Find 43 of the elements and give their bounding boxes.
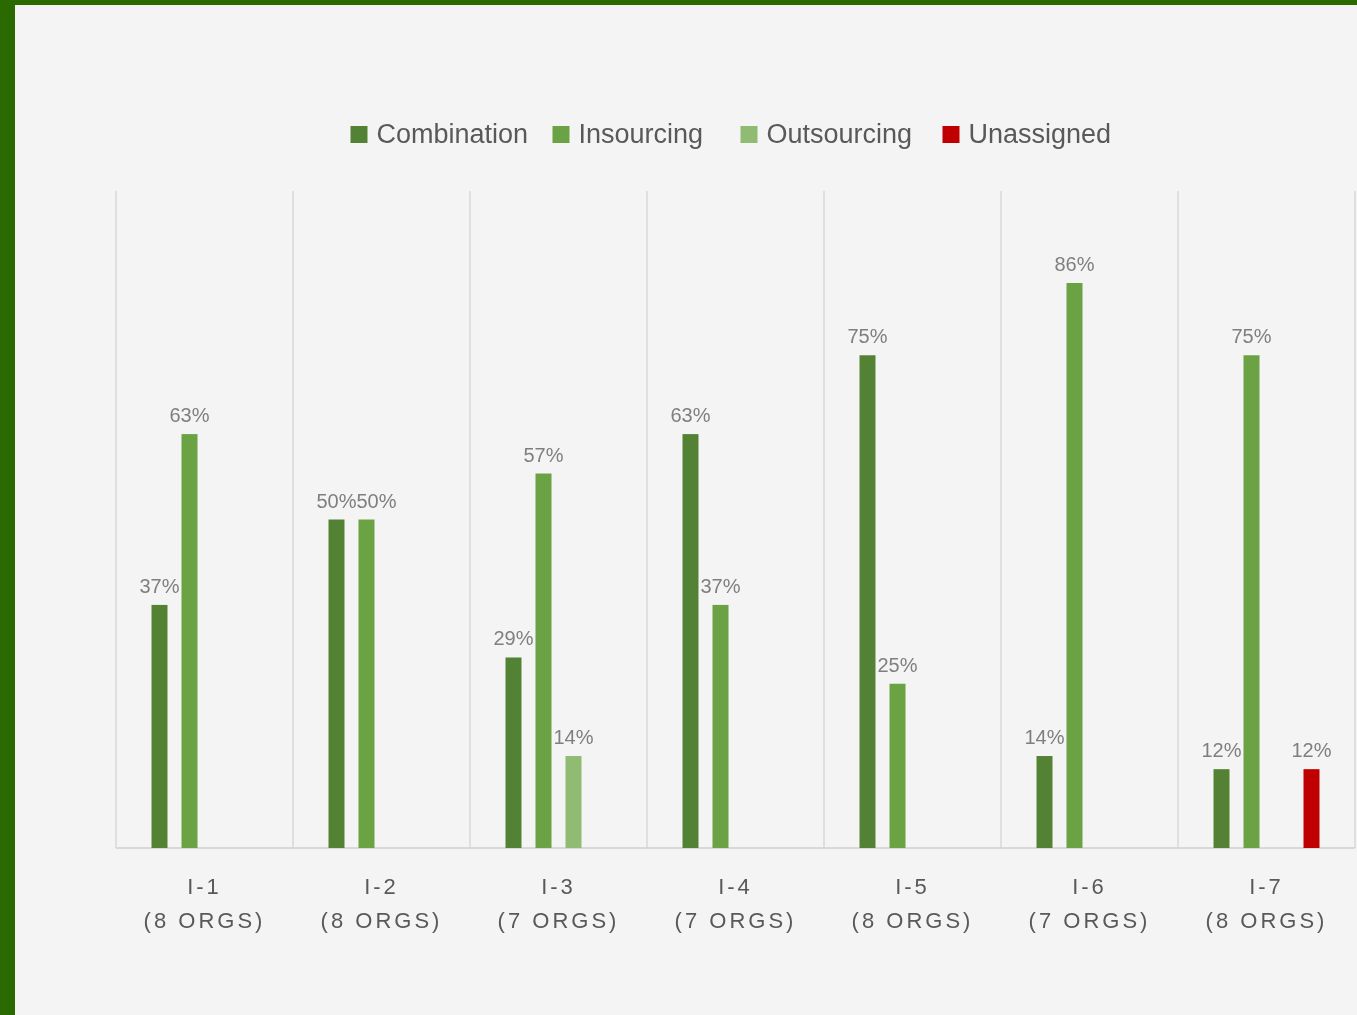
bar (535, 473, 552, 848)
x-tick-label: I-3 (7 ORGS) (497, 874, 620, 933)
data-label: 50% (356, 489, 397, 512)
data-label: 57% (523, 443, 564, 466)
bar (712, 604, 729, 848)
x-tick-label: I-6 (7 ORGS) (1028, 874, 1151, 933)
bar (358, 519, 375, 848)
bar (1213, 769, 1230, 848)
data-label: 75% (1231, 325, 1272, 348)
data-label: 12% (1201, 739, 1242, 762)
data-label: 63% (670, 404, 711, 427)
data-label: 37% (139, 574, 180, 597)
bar (889, 683, 906, 848)
bar (1036, 756, 1053, 848)
x-tick-label: I-5 (8 ORGS) (851, 874, 974, 933)
bar (151, 604, 168, 848)
bar (328, 519, 345, 848)
x-tick-label: I-2 (8 ORGS) (320, 874, 443, 933)
data-label: 12% (1291, 739, 1332, 762)
legend-label: Unassigned (968, 119, 1112, 149)
data-label: 37% (700, 574, 741, 597)
bar (682, 434, 699, 848)
legend-label: Combination (376, 119, 529, 149)
data-label: 25% (877, 653, 918, 676)
data-label: 86% (1054, 253, 1095, 275)
x-tick-label: I-1 (8 ORGS) (143, 874, 266, 933)
data-label: 63% (169, 404, 210, 427)
bar (565, 756, 582, 848)
data-label: 14% (1024, 726, 1065, 749)
bar (859, 355, 876, 848)
bar (181, 434, 198, 848)
legend-label: Insourcing (578, 119, 704, 149)
bar (1066, 283, 1083, 848)
data-label: 50% (316, 489, 357, 512)
data-label: 14% (553, 726, 594, 749)
data-label: 75% (847, 325, 888, 348)
bar (505, 657, 522, 848)
x-tick-label: I-7 (8 ORGS) (1205, 874, 1328, 933)
bar (1243, 355, 1260, 848)
legend-label: Outsourcing (766, 119, 913, 149)
bar (1303, 769, 1320, 848)
data-label: 29% (493, 627, 534, 650)
x-tick-label: I-4 (7 ORGS) (674, 874, 797, 933)
